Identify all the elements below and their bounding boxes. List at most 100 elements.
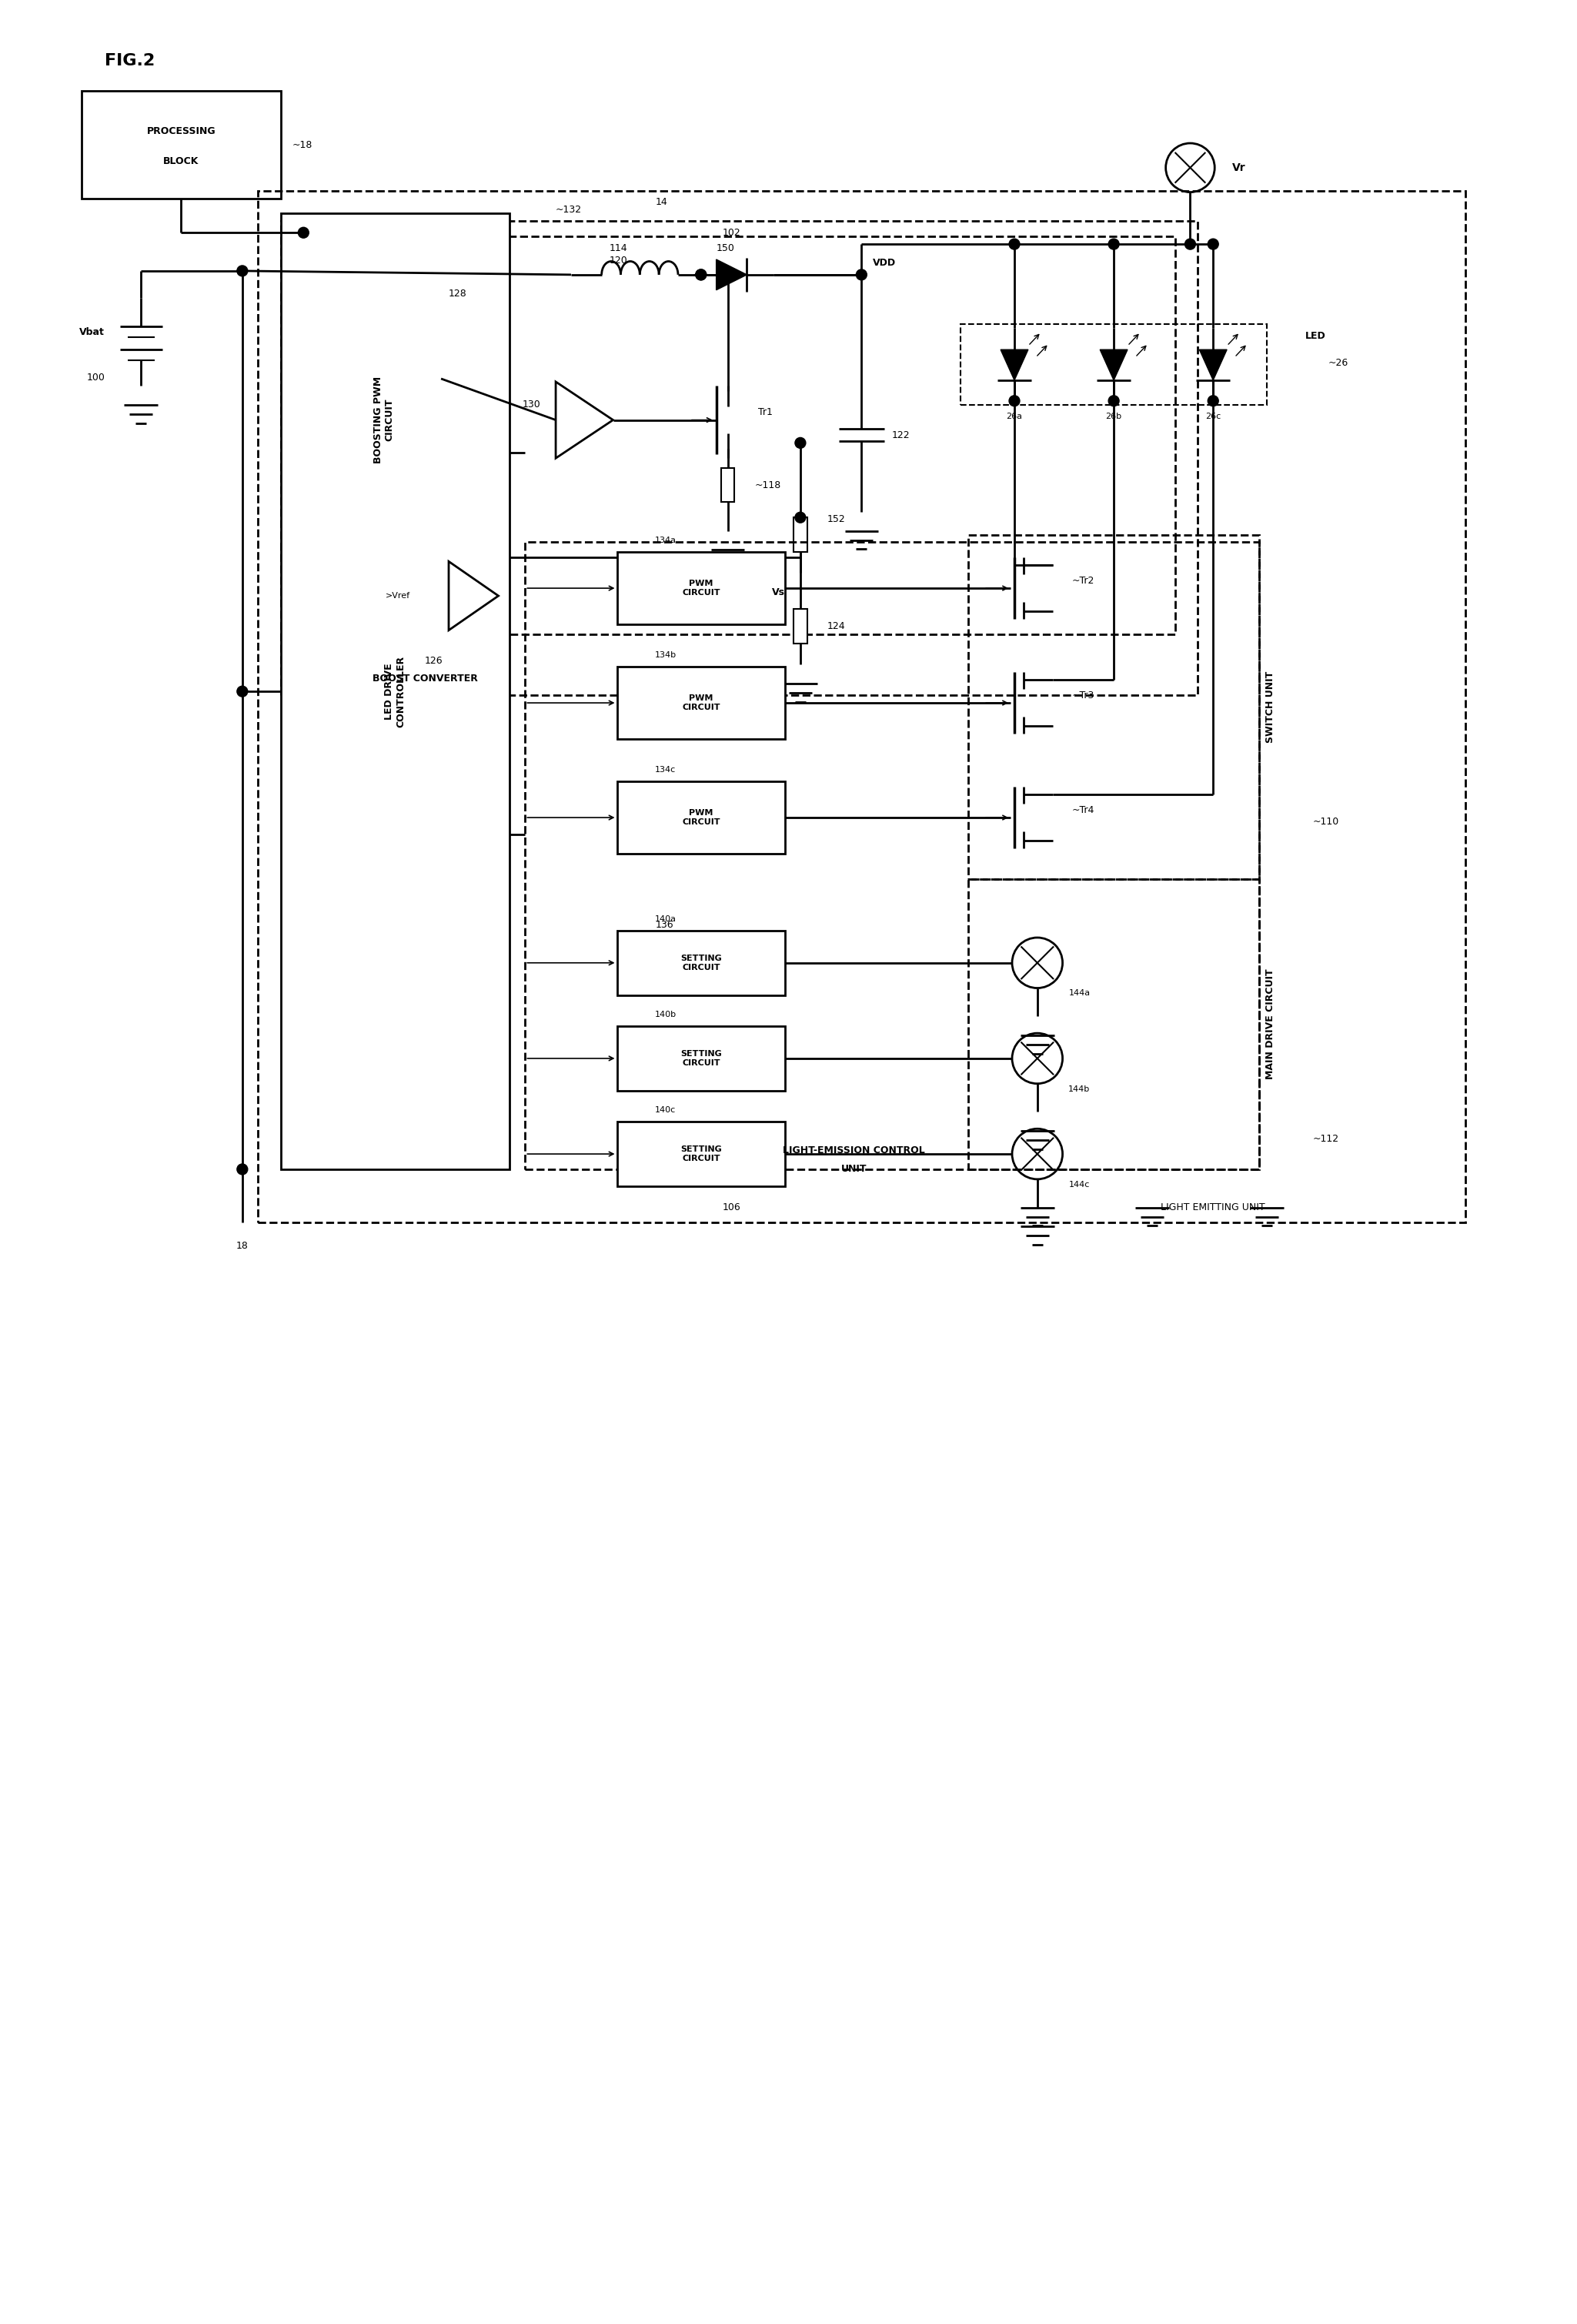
Bar	[617, 667, 785, 739]
Circle shape	[695, 270, 706, 281]
Text: 128: 128	[449, 288, 467, 300]
Text: ~Tr3: ~Tr3	[1072, 690, 1094, 700]
Bar	[617, 1025, 785, 1090]
Bar	[960, 325, 1266, 404]
Bar	[525, 541, 1258, 1169]
Text: SETTING
CIRCUIT: SETTING CIRCUIT	[680, 1050, 722, 1067]
Circle shape	[1009, 395, 1020, 407]
Text: SWITCH UNIT: SWITCH UNIT	[1265, 672, 1276, 744]
Bar	[617, 930, 785, 995]
Text: 140a: 140a	[654, 916, 677, 923]
Text: 150: 150	[716, 244, 735, 253]
Text: 152: 152	[826, 514, 845, 525]
Text: 134b: 134b	[654, 651, 677, 660]
Text: 14: 14	[654, 198, 667, 207]
Circle shape	[795, 437, 806, 449]
Circle shape	[722, 270, 733, 281]
Text: SETTING
CIRCUIT: SETTING CIRCUIT	[680, 955, 722, 971]
Text: Vr: Vr	[1232, 163, 1246, 172]
Circle shape	[1109, 239, 1120, 249]
Bar	[617, 551, 785, 625]
Text: ~110: ~110	[1312, 816, 1339, 827]
Text: 144a: 144a	[1069, 990, 1090, 997]
Polygon shape	[1001, 349, 1028, 381]
Polygon shape	[1101, 349, 1128, 381]
Text: ~26: ~26	[1328, 358, 1348, 367]
Text: Tr1: Tr1	[759, 407, 773, 418]
Text: 120: 120	[609, 256, 628, 265]
Text: 124: 124	[826, 621, 845, 632]
Text: FIG.2: FIG.2	[104, 53, 155, 67]
Text: 114: 114	[609, 244, 628, 253]
Bar	[617, 781, 785, 853]
Text: Vbat: Vbat	[79, 328, 104, 337]
Text: VDD: VDD	[874, 258, 896, 267]
Text: PROCESSING: PROCESSING	[147, 125, 216, 137]
Text: PWM
CIRCUIT: PWM CIRCUIT	[681, 581, 721, 597]
Text: Vs: Vs	[773, 588, 785, 597]
Bar	[617, 1122, 785, 1188]
Circle shape	[1208, 395, 1219, 407]
Text: 18: 18	[237, 1241, 249, 1250]
Text: ~132: ~132	[555, 205, 582, 214]
Bar	[487, 237, 1175, 634]
Text: 134c: 134c	[654, 767, 677, 774]
Text: 26c: 26c	[1205, 411, 1221, 421]
Circle shape	[237, 265, 248, 277]
Text: 122: 122	[893, 430, 910, 439]
Text: BLOCK: BLOCK	[164, 156, 199, 167]
Text: SETTING
CIRCUIT: SETTING CIRCUIT	[680, 1146, 722, 1162]
Text: 140b: 140b	[654, 1011, 677, 1018]
Circle shape	[695, 270, 706, 281]
Text: MAIN DRIVE CIRCUIT: MAIN DRIVE CIRCUIT	[1265, 969, 1276, 1078]
Text: LED DRIVE
CONTROLLER: LED DRIVE CONTROLLER	[385, 655, 405, 727]
Text: BOOST CONVERTER: BOOST CONVERTER	[372, 674, 478, 683]
Polygon shape	[1200, 349, 1227, 381]
Bar	[326, 281, 442, 558]
Polygon shape	[716, 260, 747, 290]
Circle shape	[298, 228, 309, 237]
Text: 140c: 140c	[654, 1106, 677, 1113]
Text: LIGHT-EMISSION CONTROL: LIGHT-EMISSION CONTROL	[782, 1146, 926, 1155]
Text: UNIT: UNIT	[841, 1164, 867, 1174]
Bar	[793, 518, 807, 551]
Bar	[721, 467, 735, 502]
Text: 134a: 134a	[654, 537, 677, 544]
Text: 26a: 26a	[1006, 411, 1022, 421]
Circle shape	[1208, 239, 1219, 249]
Text: ~118: ~118	[754, 481, 781, 490]
Bar	[281, 214, 509, 1169]
Text: 26b: 26b	[1105, 411, 1121, 421]
Text: 130: 130	[522, 400, 541, 409]
Bar	[82, 91, 281, 198]
Text: ~Tr4: ~Tr4	[1072, 804, 1094, 816]
Bar	[281, 221, 1199, 695]
Text: ~18: ~18	[292, 139, 312, 149]
Circle shape	[795, 511, 806, 523]
Circle shape	[856, 270, 867, 281]
Text: BOOSTING PWM
CIRCUIT: BOOSTING PWM CIRCUIT	[374, 376, 394, 462]
Text: LIGHT EMITTING UNIT: LIGHT EMITTING UNIT	[1161, 1202, 1265, 1213]
Circle shape	[1109, 395, 1120, 407]
Circle shape	[1184, 239, 1195, 249]
Bar	[968, 878, 1258, 1169]
Text: 106: 106	[722, 1202, 741, 1213]
Text: PWM
CIRCUIT: PWM CIRCUIT	[681, 695, 721, 711]
Bar	[793, 609, 807, 644]
Circle shape	[1009, 239, 1020, 249]
Text: 126: 126	[424, 655, 443, 665]
Text: ~Tr2: ~Tr2	[1072, 576, 1094, 586]
Text: LED: LED	[1304, 330, 1325, 342]
Text: 100: 100	[87, 372, 104, 383]
Text: 144c: 144c	[1069, 1181, 1090, 1188]
Bar	[968, 535, 1258, 878]
Text: ~112: ~112	[1312, 1134, 1339, 1143]
Text: >Vref: >Vref	[386, 593, 410, 600]
Circle shape	[237, 686, 248, 697]
Text: 144b: 144b	[1069, 1085, 1090, 1092]
Bar	[257, 191, 1465, 1222]
Text: 136: 136	[654, 920, 673, 930]
Text: PWM
CIRCUIT: PWM CIRCUIT	[681, 809, 721, 825]
Text: 102: 102	[722, 228, 741, 237]
Circle shape	[237, 1164, 248, 1174]
